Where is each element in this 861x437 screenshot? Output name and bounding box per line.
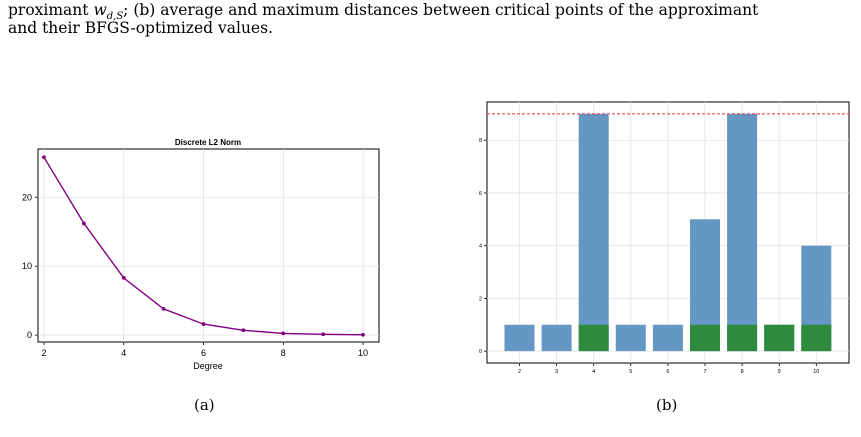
chart-b-ytick-label: 8 [479, 138, 482, 144]
chart-b-bar-max [727, 113, 758, 352]
chart-a-point [281, 331, 286, 336]
chart-a-point [241, 328, 246, 333]
chart-b-ytick-label: 0 [479, 349, 482, 355]
chart-b-xtick-label: 8 [741, 369, 744, 375]
chart-b-xtick-label: 2 [518, 369, 521, 375]
chart-b-bar-max [504, 324, 535, 352]
caption-prefix: proximant [8, 1, 94, 19]
chart-a-ytick-label: 10 [22, 261, 32, 271]
subfigure-label-a: (a) [194, 396, 215, 414]
chart-b-ticks: 2 3 4 5 6 7 8 9 10 0 2 4 6 8 [479, 138, 819, 375]
chart-b-xtick-label: 6 [666, 369, 669, 375]
chart-a-xtick-label: 10 [358, 348, 368, 358]
chart-a-point [201, 322, 206, 326]
chart-a-xtick-label: 8 [281, 348, 286, 358]
chart-b-bar-max [541, 324, 572, 352]
chart-a-point [361, 332, 365, 337]
chart-b-xtick-label: 7 [703, 369, 706, 375]
chart-b-bar-avg [764, 324, 795, 352]
chart-a: Discrete L2 Norm Degree 2 4 6 8 10 0 10 20 [22, 138, 380, 371]
chart-b-bar-avg [578, 324, 609, 352]
chart-b-xtick-label: 3 [555, 369, 558, 375]
chart-b-xtick-label: 9 [778, 369, 781, 375]
chart-b-xtick-label: 10 [813, 369, 819, 375]
chart-a-xtick-label: 4 [121, 348, 126, 358]
chart-b-bar-avg [690, 324, 720, 352]
chart-a-xlabel: Degree [193, 361, 223, 371]
chart-a-frame [37, 148, 380, 343]
caption-math-subscript: d,S [106, 11, 124, 23]
chart-a-grid [38, 149, 379, 342]
chart-a-ytick-label: 20 [22, 192, 32, 202]
chart-b-bar-max [652, 324, 683, 352]
chart-b-ytick-label: 6 [479, 191, 482, 197]
chart-a-ytick-label: 0 [27, 330, 32, 340]
chart-a-ticks: 2 4 6 8 10 0 10 20 [22, 192, 368, 358]
chart-a-xtick-label: 2 [41, 348, 46, 358]
chart-a-series [42, 155, 365, 337]
caption-math: w [93, 1, 107, 19]
chart-b-bar-avg [801, 324, 832, 352]
chart-b-ytick-label: 4 [479, 244, 482, 250]
chart-a-point [121, 275, 126, 280]
chart-a-point [161, 307, 166, 311]
chart-b-xtick-label: 4 [592, 369, 595, 375]
chart-b-bars [504, 113, 832, 352]
caption-suffix: ; (b) average and maximum distances betw… [123, 1, 759, 19]
chart-b-ytick-label: 2 [479, 296, 482, 302]
chart-b-bar-max [615, 324, 646, 352]
subfigure-label-b: (b) [656, 396, 678, 414]
caption-line-2: and their BFGS-optimized values. [8, 19, 273, 37]
chart-a-title: Discrete L2 Norm [175, 138, 241, 147]
chart-b-bar-max [578, 113, 609, 352]
chart-b: 2 3 4 5 6 7 8 9 10 0 2 4 6 8 [479, 101, 850, 375]
chart-b-bar-avg [727, 324, 758, 352]
chart-b-xtick-label: 5 [629, 369, 632, 375]
chart-a-point [81, 221, 86, 226]
chart-a-point [42, 155, 46, 160]
chart-a-xtick-label: 6 [201, 348, 206, 358]
caption-line-1: proximant wd,S; (b) average and maximum … [8, 1, 758, 26]
chart-a-point [321, 332, 326, 337]
chart-b-grid [487, 102, 849, 363]
